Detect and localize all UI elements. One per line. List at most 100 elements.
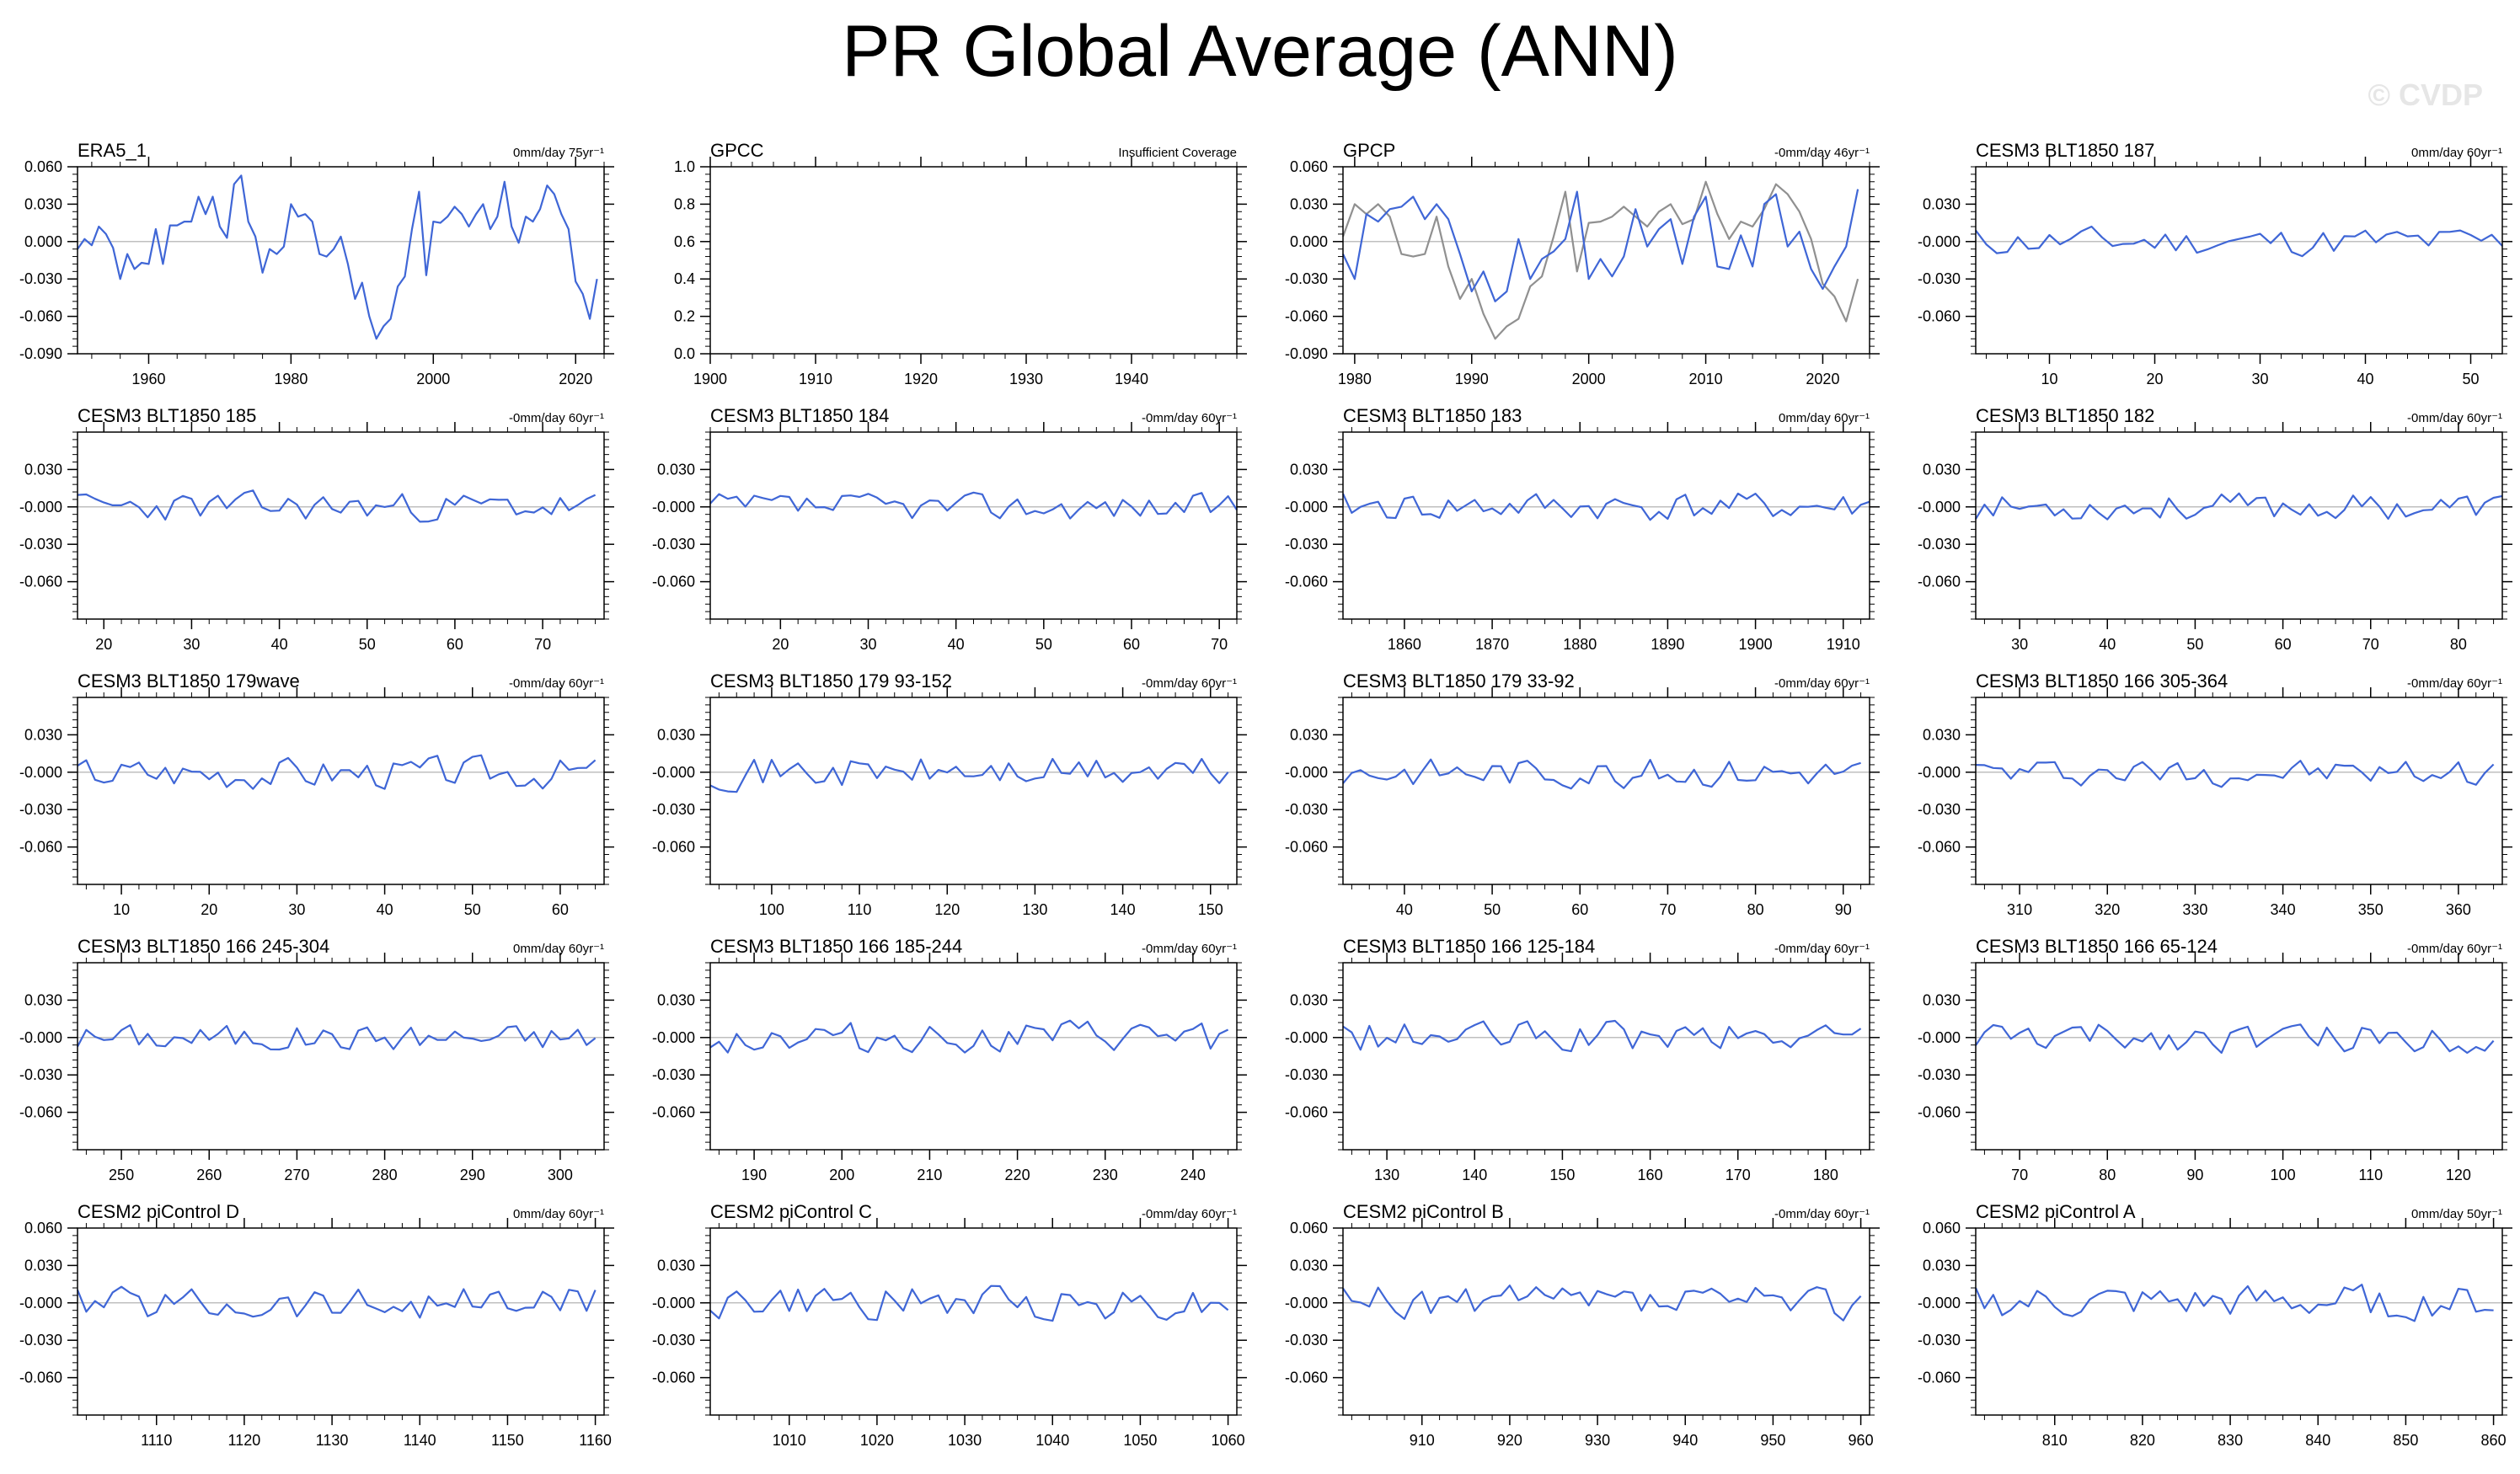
x-tick-label: 350 <box>2358 901 2384 918</box>
x-tick-label: 1030 <box>948 1432 982 1449</box>
y-tick-label: -0.030 <box>652 1066 695 1083</box>
x-tick-label: 840 <box>2305 1432 2330 1449</box>
x-tick-label: 40 <box>1396 901 1413 918</box>
panel-title: ERA5_1 <box>78 140 147 161</box>
panel-title: CESM2 piControl A <box>1976 1201 2136 1222</box>
chart-panel: CESM3 BLT1850 166 305-364 -0mm/day 60yr⁻¹… <box>1918 670 2512 918</box>
x-tick-label: 210 <box>917 1167 942 1183</box>
y-tick-label: -0.030 <box>1918 1332 1961 1348</box>
y-tick-label: -0.000 <box>1918 233 1961 250</box>
x-tick-label: 1890 <box>1651 636 1684 653</box>
plot-frame <box>1342 166 1870 355</box>
x-tick-label: 1900 <box>693 371 727 387</box>
model-series-line <box>709 1019 1229 1054</box>
plot-frame <box>1342 962 1870 1151</box>
x-tick-label: 830 <box>2218 1432 2243 1449</box>
x-tick-label: 70 <box>534 636 551 653</box>
y-tick-label: -0.000 <box>19 764 62 781</box>
y-tick-label: 0.060 <box>1290 1220 1328 1236</box>
y-tick-label: -0.060 <box>1918 839 1961 856</box>
x-tick-label: 40 <box>948 636 965 653</box>
x-tick-label: 50 <box>2186 636 2203 653</box>
x-tick-label: 40 <box>2099 636 2116 653</box>
panel-trend-label: -0mm/day 60yr⁻¹ <box>1142 676 1237 691</box>
x-tick-label: 110 <box>2358 1167 2383 1183</box>
y-tick-label: -0.060 <box>1918 1104 1961 1121</box>
x-tick-label: 70 <box>2362 636 2379 653</box>
x-tick-label: 960 <box>1849 1432 1874 1449</box>
y-tick-label: 0.030 <box>1290 195 1328 212</box>
x-tick-label: 60 <box>552 901 569 918</box>
panel-title: CESM3 BLT1850 166 185-244 <box>710 936 962 957</box>
y-tick-label: -0.000 <box>1918 1029 1961 1046</box>
y-tick-label: -0.060 <box>652 574 695 590</box>
chart-panel: CESM3 BLT1850 166 245-304 0mm/day 60yr⁻¹ -… <box>19 936 614 1183</box>
x-tick-label: 1910 <box>799 371 832 387</box>
x-tick-label: 60 <box>1571 901 1588 918</box>
x-tick-label: 120 <box>2446 1167 2471 1183</box>
y-tick-label: -0.000 <box>652 1029 695 1046</box>
x-tick-label: 1980 <box>274 371 308 387</box>
y-tick-label: 0.030 <box>657 461 695 478</box>
y-tick-label: -0.060 <box>652 1370 695 1386</box>
x-tick-label: 20 <box>201 901 217 918</box>
y-tick-label: 0.030 <box>1923 461 1961 478</box>
y-tick-label: -0.060 <box>1285 1104 1328 1121</box>
y-tick-label: -0.090 <box>19 345 62 362</box>
x-tick-label: 1120 <box>228 1432 261 1449</box>
panel-trend-label: -0mm/day 60yr⁻¹ <box>1142 1207 1237 1221</box>
y-tick-label: 0.030 <box>657 726 695 743</box>
x-tick-label: 60 <box>2275 636 2292 653</box>
obs-series-line <box>1341 180 1859 340</box>
x-tick-label: 30 <box>2251 371 2268 387</box>
plot-frame <box>1342 1227 1870 1416</box>
x-tick-label: 270 <box>284 1167 309 1183</box>
y-tick-label: -0.030 <box>1285 1332 1328 1348</box>
y-tick-label: -0.060 <box>1285 839 1328 856</box>
x-tick-label: 930 <box>1585 1432 1610 1449</box>
x-tick-label: 110 <box>848 901 872 918</box>
x-tick-label: 70 <box>1211 636 1228 653</box>
panel-title: CESM3 BLT1850 179 93-152 <box>710 670 952 692</box>
y-tick-label: -0.000 <box>1285 764 1328 781</box>
x-tick-label: 80 <box>2450 636 2467 653</box>
page-title: PR Global Average (ANN) <box>842 11 1678 92</box>
x-tick-label: 240 <box>1180 1167 1206 1183</box>
y-tick-label: -0.030 <box>19 270 62 287</box>
x-tick-label: 820 <box>2130 1432 2155 1449</box>
x-tick-label: 300 <box>548 1167 573 1183</box>
x-tick-label: 40 <box>377 901 393 918</box>
y-tick-label: -0.060 <box>19 1370 62 1386</box>
plot-frame <box>1975 962 2503 1151</box>
y-tick-label: -0.000 <box>1285 499 1328 515</box>
panel-title: CESM3 BLT1850 166 125-184 <box>1343 936 1595 957</box>
x-tick-label: 120 <box>934 901 960 918</box>
x-tick-label: 90 <box>2186 1167 2203 1183</box>
y-tick-label: 0.030 <box>1923 991 1961 1008</box>
x-tick-label: 260 <box>196 1167 222 1183</box>
y-tick-label: -0.030 <box>19 1332 62 1348</box>
panel-trend-label: 0mm/day 60yr⁻¹ <box>513 942 604 956</box>
panel-trend-label: -0mm/day 60yr⁻¹ <box>1774 676 1870 691</box>
plot-frame <box>709 431 1238 620</box>
panel-title: GPCC <box>710 140 764 161</box>
panel-trend-label: -0mm/day 60yr⁻¹ <box>1774 1207 1870 1221</box>
y-tick-label: 0.6 <box>674 233 695 250</box>
y-tick-label: 0.030 <box>657 1257 695 1274</box>
y-tick-label: 0.060 <box>24 158 62 175</box>
y-tick-label: 0.030 <box>1923 726 1961 743</box>
x-tick-label: 940 <box>1672 1432 1698 1449</box>
x-tick-label: 30 <box>288 901 305 918</box>
y-tick-label: 0.060 <box>24 1220 62 1236</box>
panel-trend-label: -0mm/day 60yr⁻¹ <box>1142 411 1237 425</box>
y-tick-label: 0.030 <box>24 726 62 743</box>
y-tick-label: 0.030 <box>24 1257 62 1274</box>
x-tick-label: 230 <box>1093 1167 1118 1183</box>
model-series-line <box>77 1023 597 1051</box>
model-series-line <box>1342 1019 1862 1053</box>
y-tick-label: 0.030 <box>24 991 62 1008</box>
x-tick-label: 1870 <box>1475 636 1509 653</box>
y-tick-label: 0.030 <box>24 195 62 212</box>
chart-panel: CESM3 BLT1850 182 -0mm/day 60yr⁻¹ -0.060 -0… <box>1918 405 2512 653</box>
panel-title: GPCP <box>1343 140 1395 161</box>
